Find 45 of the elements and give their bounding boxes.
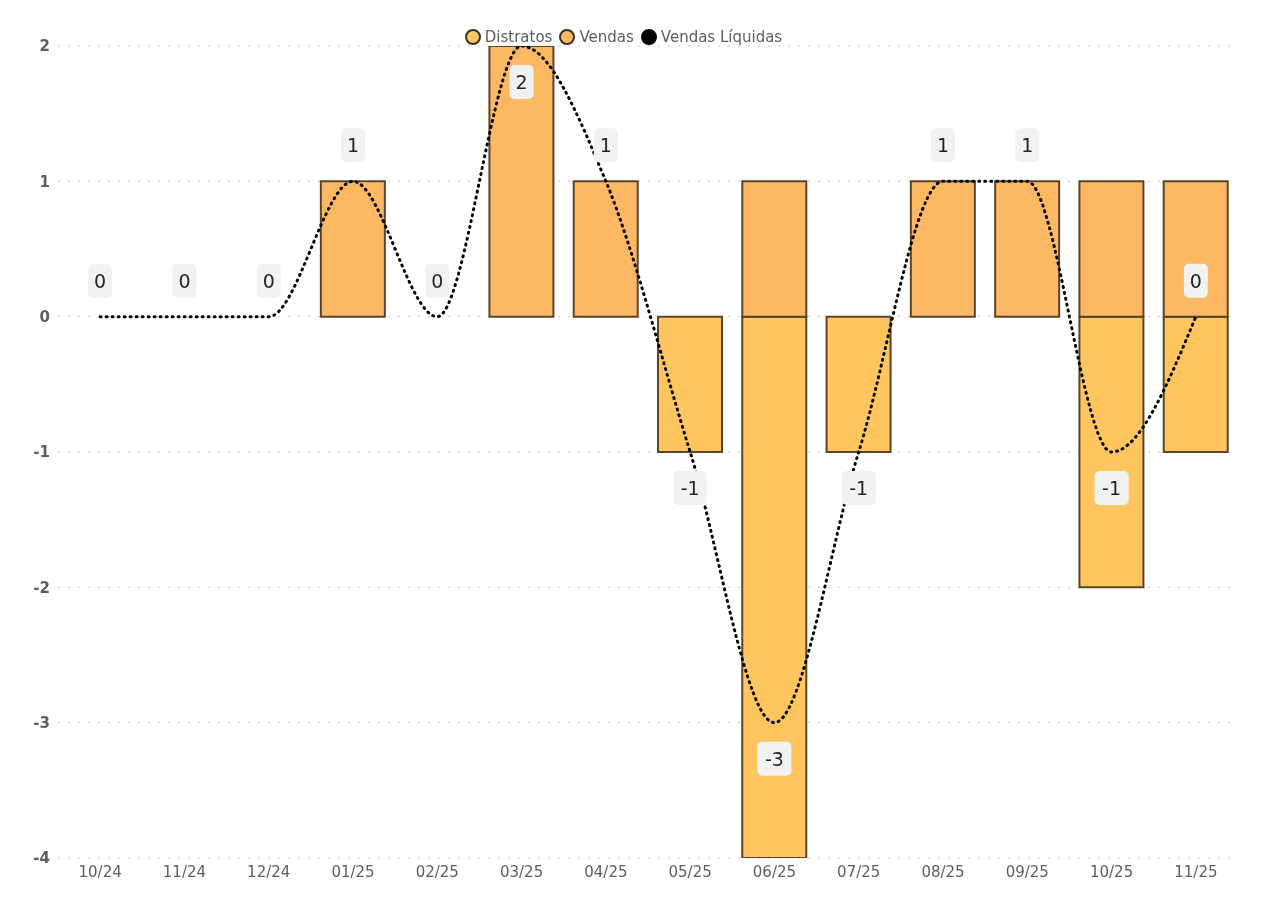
bar bbox=[909, 180, 976, 318]
x-tick-label: 10/24 bbox=[78, 862, 122, 881]
legend-label: Vendas bbox=[578, 28, 634, 46]
data-label: 1 bbox=[1021, 134, 1034, 157]
data-label: 2 bbox=[515, 71, 528, 93]
data-label: 0 bbox=[1189, 269, 1202, 292]
data-label: 0 bbox=[178, 269, 191, 292]
x-tick-label: 09/25 bbox=[1005, 862, 1049, 881]
data-label: -1 bbox=[849, 477, 869, 499]
x-tick-label: 03/25 bbox=[499, 862, 544, 881]
data-label: 0 bbox=[262, 269, 275, 292]
data-label: 1 bbox=[346, 134, 360, 157]
bar bbox=[825, 315, 892, 453]
bar bbox=[657, 315, 723, 453]
y-tick-label: 2 bbox=[39, 37, 50, 56]
x-tick-label: 11/25 bbox=[1174, 862, 1218, 881]
data-label: 0 bbox=[431, 269, 444, 292]
data-label: 1 bbox=[936, 134, 950, 157]
x-tick-label: 01/25 bbox=[331, 862, 375, 881]
bar bbox=[319, 180, 386, 318]
x-tick-label: 07/25 bbox=[837, 862, 881, 881]
x-tick-label: 08/25 bbox=[921, 862, 965, 881]
data-label: 0 bbox=[94, 269, 107, 292]
legend-label: Distratos bbox=[483, 28, 553, 46]
legend-label: Vendas Líquidas bbox=[659, 28, 783, 46]
y-tick-label: 1 bbox=[39, 172, 50, 191]
data-label: -1 bbox=[680, 477, 700, 499]
y-tick-label: -2 bbox=[33, 578, 50, 597]
bar bbox=[994, 180, 1061, 318]
data-label: 1 bbox=[599, 134, 612, 157]
data-label: -3 bbox=[764, 747, 784, 770]
x-tick-label: 02/25 bbox=[415, 862, 459, 881]
y-tick-label: -3 bbox=[33, 713, 50, 732]
x-tick-label: 11/24 bbox=[162, 862, 207, 881]
bar bbox=[488, 46, 555, 318]
x-tick-label: 05/25 bbox=[668, 862, 712, 881]
x-tick-label: 06/25 bbox=[752, 862, 797, 881]
x-tick-label: 10/25 bbox=[1089, 862, 1134, 881]
bar bbox=[572, 180, 639, 318]
x-tick-label: 12/24 bbox=[247, 862, 291, 881]
data-label: -1 bbox=[1102, 477, 1122, 499]
y-tick-label: 0 bbox=[39, 307, 50, 326]
y-tick-label: -4 bbox=[33, 849, 50, 868]
y-tick-label: -1 bbox=[33, 443, 50, 462]
x-tick-label: 04/25 bbox=[584, 862, 628, 881]
